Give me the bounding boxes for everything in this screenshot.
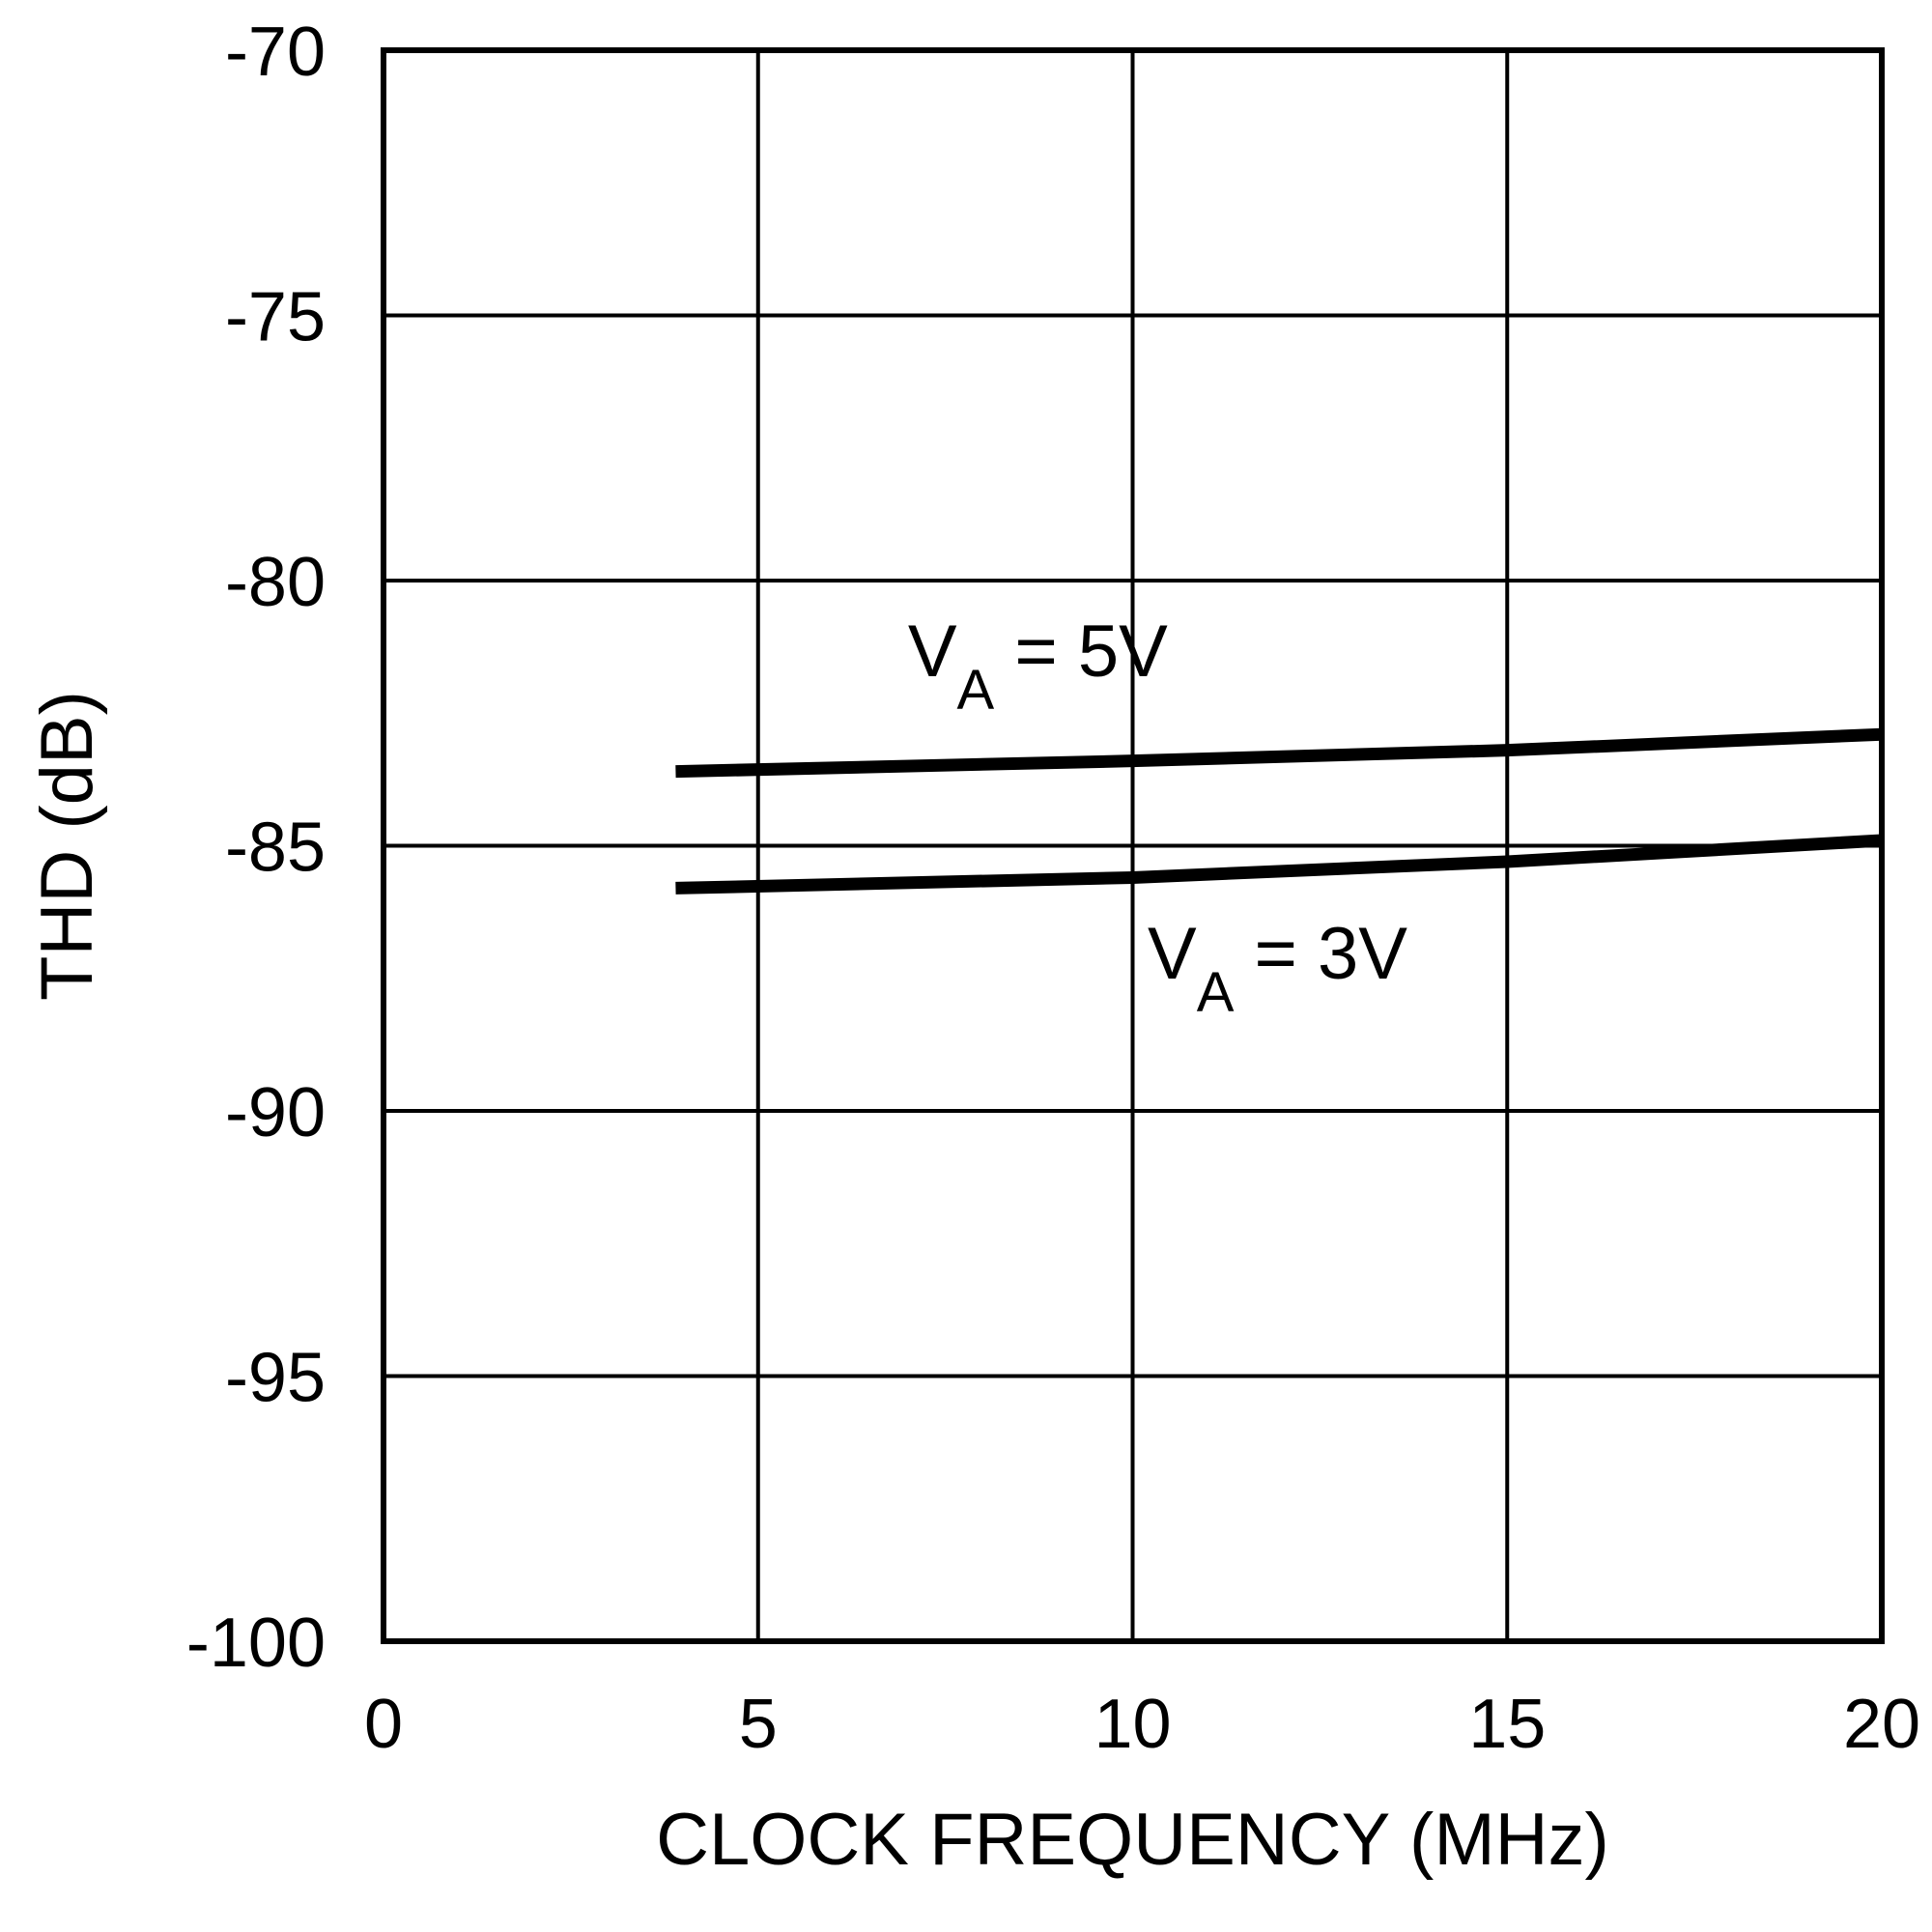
y-tick-label: -95 <box>225 1340 326 1417</box>
y-tick-label: -70 <box>225 14 326 91</box>
series-lines <box>675 727 1883 895</box>
series-label-main: V <box>1148 913 1197 995</box>
y-axis-title: THD (dB) <box>26 691 108 1001</box>
series-label-subscript: A <box>957 659 995 722</box>
y-tick-label: -85 <box>225 810 326 887</box>
x-tick-label: 0 <box>364 1686 403 1763</box>
x-tick-label: 10 <box>1094 1686 1171 1763</box>
grid <box>382 48 1884 1643</box>
y-tick-label: -90 <box>225 1074 326 1151</box>
series-label-main: V <box>908 611 957 693</box>
series-label-0: VA = 5V <box>908 611 1168 722</box>
series-line-1 <box>675 834 1883 895</box>
series-line-0 <box>675 727 1883 779</box>
x-tick-label: 15 <box>1468 1686 1546 1763</box>
series-label-value: = 3V <box>1234 913 1407 995</box>
series-label-subscript: A <box>1197 961 1235 1024</box>
x-tick-label: 5 <box>739 1686 778 1763</box>
plot-frame <box>381 47 1885 1644</box>
x-axis-title: CLOCK FREQUENCY (MHz) <box>656 1799 1609 1881</box>
tick-labels: 0 5 10 15 20 -70 -75 -80 -85 -90 -95 -100 <box>186 14 1920 1763</box>
y-tick-label: -80 <box>225 544 326 621</box>
series-label-value: = 5V <box>994 611 1168 693</box>
y-tick-label: -75 <box>225 279 326 356</box>
x-tick-label: 20 <box>1843 1686 1920 1763</box>
series-label-1: VA = 3V <box>1148 913 1407 1024</box>
y-tick-label: -100 <box>186 1605 326 1682</box>
